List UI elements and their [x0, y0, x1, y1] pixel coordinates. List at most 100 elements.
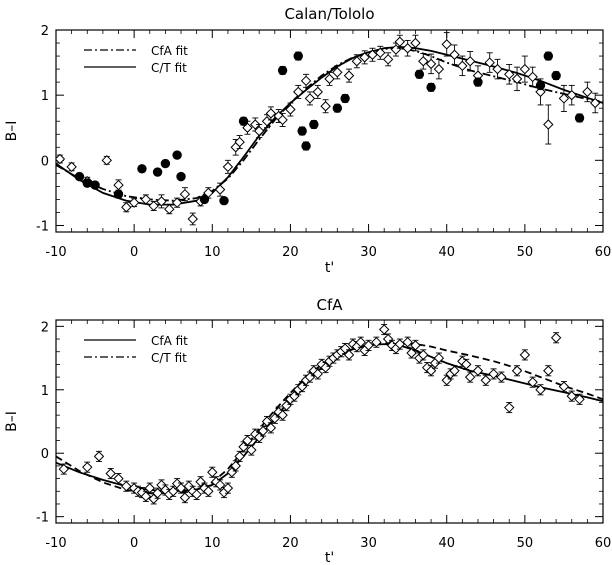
chart-0-point-diamond [277, 114, 288, 126]
chart-1-point-diamond [207, 467, 218, 478]
chart-0-point-filled [277, 65, 288, 76]
chart-0-point-diamond [527, 71, 538, 83]
chart-1-title: CfA [316, 296, 343, 314]
chart-0-point-diamond [589, 97, 601, 109]
chart-0-point-filled [473, 77, 483, 87]
chart-1-point-diamond [343, 349, 355, 361]
chart-0-point-filled [535, 80, 546, 91]
chart-0-point-diamond [410, 37, 421, 49]
chart-0-point-filled [551, 70, 561, 81]
chart-1-xtick-label: 50 [517, 536, 534, 551]
chart-1-point-diamond [191, 489, 202, 500]
chart-1-xtick-label: -10 [45, 536, 66, 551]
chart-0-point-diamond [418, 56, 429, 67]
chart-0-point-diamond [148, 200, 159, 212]
chart-0-point-diamond [293, 86, 304, 98]
chart-0-point-diamond [324, 73, 335, 85]
chart-1-point-diamond [527, 376, 538, 388]
chart-0-point-diamond [402, 43, 413, 54]
chart-0-legend-label: CfA fit [151, 44, 188, 58]
chart-1-point-diamond [480, 375, 491, 386]
chart-0-point-diamond [187, 213, 198, 225]
chart-1-point-diamond [574, 394, 585, 405]
chart-1-frame [55, 319, 604, 524]
chart-1-point-diamond [504, 402, 515, 413]
chart-1-legend-label: CfA fit [151, 334, 188, 348]
chart-0-point-diamond [250, 119, 261, 130]
chart-1-point-diamond [410, 340, 421, 351]
chart-0-point-diamond [140, 194, 152, 205]
chart-1-point-diamond [203, 486, 214, 497]
panel-calan-tololo: Calan/Tololo-10 0 10 20 30 40 50 60-1012t'B–ICf… [4, 5, 611, 276]
chart-0-point-filled [301, 141, 311, 151]
chart-1-point-diamond [179, 492, 191, 503]
chart-0-point-filled [332, 103, 343, 113]
chart-1-point-diamond [433, 352, 445, 364]
chart-1-point-diamond [230, 460, 241, 472]
chart-1-point-diamond [152, 487, 163, 499]
chart-0-point-diamond [441, 39, 452, 50]
chart-1-point-diamond [488, 368, 499, 380]
chart-1-point-diamond [543, 365, 554, 376]
chart-0-point-diamond [519, 63, 531, 75]
chart-0-xtick-label: 30 [360, 245, 377, 260]
chart-0-point-diamond [558, 93, 570, 104]
chart-0-series-line [56, 45, 603, 206]
chart-0-ylabel: B–I [4, 121, 20, 142]
chart-0-point-diamond [214, 184, 226, 195]
chart-1-point-diamond [371, 336, 382, 348]
chart-0-point-diamond [367, 49, 378, 60]
chart-0-point-diamond [382, 54, 394, 65]
chart-0-point-diamond [320, 101, 331, 112]
chart-0-point-filled [152, 167, 163, 177]
chart-0-point-filled [297, 126, 307, 136]
chart-0-point-filled [219, 196, 229, 206]
chart-0-point-filled [82, 178, 92, 188]
chart-0-ytick-label: 1 [41, 89, 49, 104]
chart-0-xtick-label: 10 [204, 245, 221, 260]
chart-0-point-diamond [375, 47, 386, 59]
chart-0-ytick-label: -1 [36, 219, 49, 234]
chart-0-point-diamond [484, 57, 495, 68]
chart-1-point-diamond [175, 482, 187, 494]
chart-0-point-diamond [304, 93, 316, 104]
chart-0-point-diamond [359, 52, 370, 63]
chart-0-point-diamond [156, 196, 167, 207]
chart-1-plot-area [56, 323, 603, 505]
chart-1-point-diamond [418, 349, 429, 361]
chart-1-point-diamond [58, 463, 70, 475]
chart-0-xtick-label: 50 [517, 245, 534, 260]
chart-0-point-filled [113, 189, 124, 199]
chart-0-point-filled [293, 51, 303, 61]
chart-0-point-filled [574, 113, 585, 123]
chart-0-point-filled [172, 150, 182, 160]
chart-0-point-diamond [433, 63, 445, 75]
chart-1-legend-label: C/T fit [151, 351, 187, 365]
chart-1-point-diamond [464, 371, 476, 383]
chart-1-point-diamond [519, 349, 531, 361]
chart-0-point-filled [137, 164, 147, 174]
chart-0-point-diamond [449, 49, 460, 60]
chart-1-point-diamond [242, 435, 253, 446]
chart-0-plot-area [56, 32, 603, 226]
chart-1-ylabel: B–I [4, 411, 20, 432]
chart-0-point-diamond [394, 36, 406, 47]
chart-0-point-diamond [566, 89, 577, 101]
chart-0-point-diamond [511, 73, 523, 85]
chart-0-xtick-label: 40 [438, 245, 455, 260]
chart-1-point-diamond [394, 338, 406, 350]
chart-0-point-filled [414, 69, 425, 80]
chart-0-frame [55, 29, 604, 233]
chart-1-xtick-label: 10 [204, 536, 221, 551]
chart-0-point-diamond [113, 179, 124, 191]
chart-1-point-diamond [566, 390, 577, 402]
chart-0-ytick-label: 2 [41, 24, 49, 39]
chart-0-point-diamond [265, 108, 277, 119]
chart-0-point-filled [426, 82, 436, 93]
chart-0-point-filled [176, 171, 186, 182]
chart-0-xlabel: t' [325, 260, 334, 276]
chart-1-point-diamond [402, 336, 413, 348]
chart-1-point-diamond [140, 491, 152, 502]
chart-1-point-diamond [496, 371, 507, 383]
